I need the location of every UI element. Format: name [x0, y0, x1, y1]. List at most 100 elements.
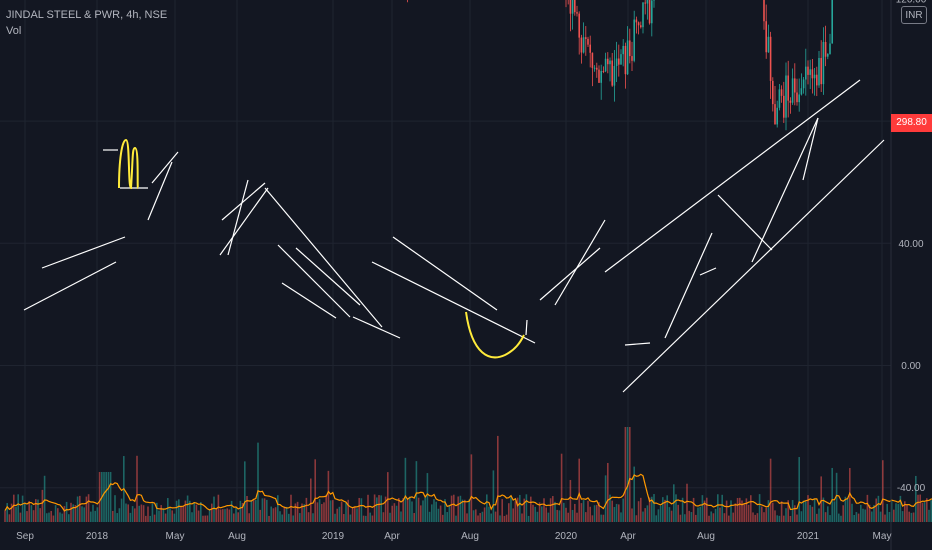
symbol-title[interactable]: JINDAL STEEL & PWR, 4h, NSE [6, 9, 168, 21]
volume-bar [367, 494, 369, 522]
trendline[interactable] [147, 161, 173, 221]
volume-bar [202, 515, 204, 522]
trendline[interactable] [751, 117, 819, 263]
volume-bar [131, 506, 134, 522]
volume-bar [547, 512, 550, 522]
trendline[interactable] [525, 319, 528, 336]
volume-indicator-label[interactable]: Vol [6, 25, 22, 37]
candle-body [624, 45, 627, 75]
trendline[interactable] [281, 282, 337, 319]
candle-body [827, 53, 829, 57]
trendline[interactable] [352, 316, 401, 339]
volume-bar [846, 498, 849, 522]
trendline[interactable] [277, 244, 351, 318]
candle-body [615, 58, 618, 66]
time-tick-label: 2020 [555, 531, 578, 542]
trendline[interactable] [539, 247, 601, 301]
volume-bar [578, 458, 580, 522]
candle-body [607, 58, 609, 65]
trendline[interactable] [699, 267, 717, 276]
candle-body [582, 37, 585, 53]
chart-legend: JINDAL STEEL & PWR, 4h, NSE Vol [6, 7, 167, 39]
trendline[interactable] [219, 187, 269, 256]
volume-bar [589, 506, 591, 522]
candle-body [596, 67, 598, 70]
volume-bar [915, 475, 917, 522]
volume-bar [378, 495, 380, 522]
volume-bar [65, 501, 68, 522]
candle-body [796, 92, 798, 103]
cup-pattern-highlight[interactable] [465, 311, 525, 359]
trendline[interactable] [264, 187, 383, 328]
volume-bar [343, 514, 345, 522]
volume-bar [598, 502, 600, 522]
volume-bar [142, 505, 145, 522]
volume-bar [732, 512, 734, 522]
volume-bar [171, 510, 173, 522]
trendline[interactable] [622, 139, 885, 393]
volume-bar [380, 495, 382, 522]
candle-body [809, 69, 811, 75]
volume-bar [794, 505, 796, 522]
trendline[interactable] [554, 219, 606, 306]
volume-bar [585, 512, 587, 522]
trendline[interactable] [392, 236, 498, 311]
volume-bar [926, 498, 928, 522]
volume-bar [492, 470, 495, 522]
volume-bar [241, 503, 244, 522]
trendline[interactable] [151, 151, 179, 184]
volume-bar [494, 511, 497, 522]
volume-bar [778, 515, 781, 522]
trendline[interactable] [664, 232, 713, 339]
trendline[interactable] [23, 261, 117, 311]
volume-bar [851, 503, 853, 522]
currency-button[interactable]: INR [901, 6, 927, 24]
volume-bar [541, 506, 543, 522]
volume-bar [237, 512, 239, 522]
candle-body [593, 67, 596, 69]
volume-bar [444, 499, 446, 522]
time-axis[interactable]: Sep 2018 May Aug 2019 Apr Aug 2020 Apr Aug 2021 May [16, 531, 891, 542]
trendline[interactable] [41, 236, 126, 269]
candle-body [620, 54, 622, 65]
trendline[interactable] [717, 194, 773, 251]
candle-body [802, 79, 805, 89]
trendline[interactable] [802, 117, 819, 181]
trendline[interactable] [604, 79, 861, 273]
volume-bar [567, 512, 569, 522]
volume-bars [4, 427, 932, 522]
trendline[interactable] [624, 342, 651, 346]
volume-bar [354, 506, 356, 522]
volume-bar [783, 515, 785, 522]
volume-bar [701, 495, 704, 522]
volume-bar [747, 504, 750, 522]
volume-bar [94, 510, 96, 522]
volume-bar [164, 513, 167, 522]
volume-bar [83, 507, 85, 522]
trendline[interactable] [221, 182, 266, 221]
trendline[interactable] [227, 179, 249, 256]
trendline[interactable] [295, 247, 361, 306]
candle-body [824, 41, 827, 57]
volume-bar [662, 497, 664, 522]
volume-bar [637, 501, 640, 522]
volume-bar [180, 506, 182, 522]
price-axis[interactable]: 360.00320.00280.00240.00200.00160.00120.… [896, 0, 927, 494]
volume-bar [706, 497, 708, 522]
time-tick-label: 2021 [797, 531, 820, 542]
volume-bar [395, 505, 398, 522]
candle-body [578, 13, 580, 38]
candle-body [640, 25, 642, 28]
volume-bar [780, 501, 783, 522]
volume-bar [182, 506, 184, 522]
double-top-highlight[interactable] [118, 138, 139, 190]
volume-bar [263, 498, 266, 522]
volume-bar [17, 494, 19, 522]
volume-bar [838, 513, 840, 522]
volume-bar [486, 494, 488, 522]
trendline[interactable] [371, 261, 536, 344]
volume-bar [46, 513, 48, 522]
volume-bar [235, 508, 237, 522]
volume-bar [785, 508, 787, 522]
